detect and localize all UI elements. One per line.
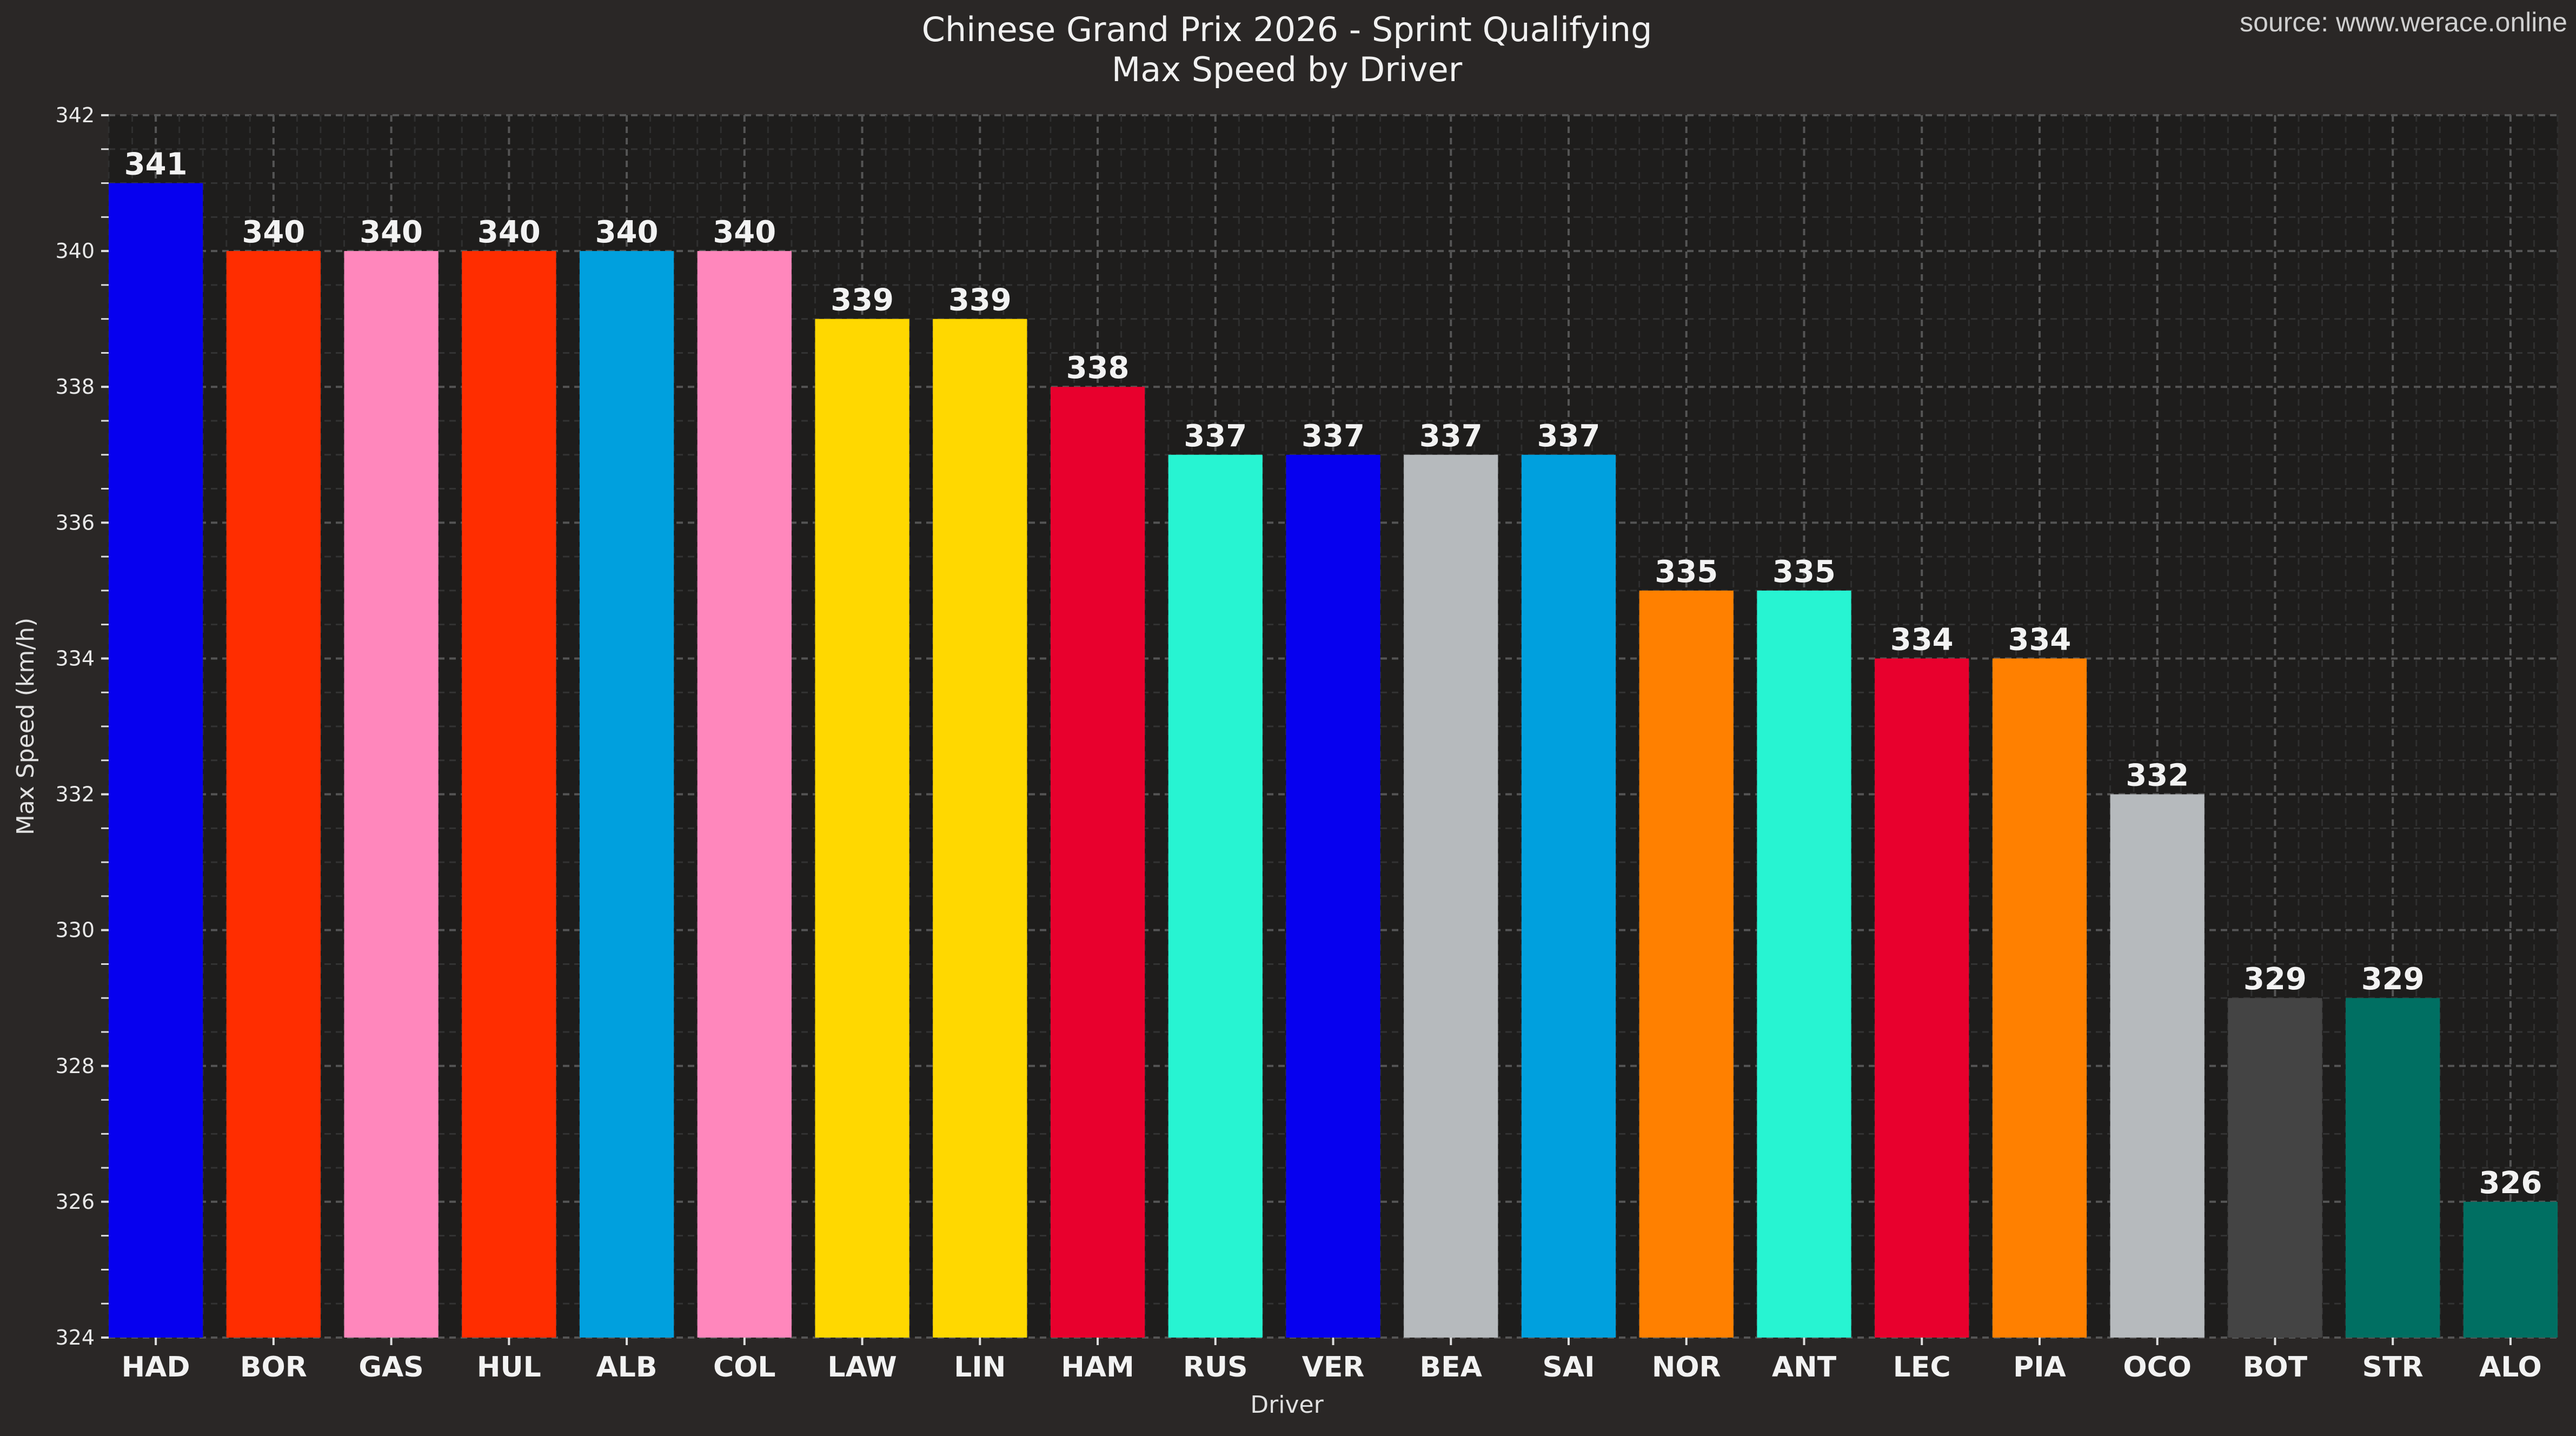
chart-subtitle: Max Speed by Driver	[1112, 50, 1463, 89]
y-axis-label: Max Speed (km/h)	[12, 618, 39, 835]
bar-ham	[1050, 387, 1145, 1338]
y-tick-label: 330	[55, 918, 95, 942]
data-label-nor: 335	[1655, 554, 1718, 590]
x-tick-label-oco: OCO	[2123, 1351, 2192, 1384]
x-tick-label-ham: HAM	[1061, 1351, 1134, 1384]
x-tick-label-bor: BOR	[240, 1351, 307, 1384]
chart-title: Chinese Grand Prix 2026 - Sprint Qualify…	[922, 10, 1652, 49]
bar-hul	[462, 251, 556, 1338]
source-note: source: www.werace.online	[2240, 7, 2567, 37]
bar-ver	[1286, 454, 1380, 1338]
data-label-had: 341	[124, 147, 188, 182]
data-label-lec: 334	[1890, 622, 1954, 657]
x-tick-label-bot: BOT	[2243, 1351, 2308, 1384]
data-label-ant: 335	[1772, 554, 1836, 590]
x-tick-label-had: HAD	[122, 1351, 190, 1384]
data-label-lin: 339	[948, 283, 1012, 318]
x-tick-label-rus: RUS	[1183, 1351, 1248, 1384]
x-tick-label-pia: PIA	[2013, 1351, 2066, 1384]
data-label-oco: 332	[2126, 758, 2189, 793]
bar-bea	[1404, 454, 1498, 1338]
bar-ant	[1757, 590, 1851, 1338]
y-tick-label: 334	[55, 646, 95, 670]
data-label-str: 329	[2361, 962, 2425, 997]
bar-sai	[1521, 454, 1616, 1338]
x-tick-label-hul: HUL	[477, 1351, 541, 1384]
bar-rus	[1168, 454, 1263, 1338]
bar-pia	[1992, 658, 2087, 1338]
x-tick-label-alo: ALO	[2479, 1351, 2542, 1384]
data-label-gas: 340	[360, 215, 423, 250]
bar-oco	[2110, 794, 2205, 1338]
y-tick-label: 340	[55, 239, 95, 263]
x-tick-label-ver: VER	[1302, 1351, 1365, 1384]
bar-bot	[2228, 998, 2322, 1338]
bar-alb	[579, 251, 674, 1338]
y-axis: 324 326 328 330 332 334 336 338 340 342	[55, 103, 109, 1349]
x-tick-label-sai: SAI	[1542, 1351, 1595, 1384]
data-label-bor: 340	[242, 215, 305, 250]
data-label-col: 340	[713, 215, 776, 250]
y-tick-label: 336	[55, 511, 95, 534]
y-tick-label: 328	[55, 1054, 95, 1078]
data-label-ham: 338	[1066, 350, 1130, 386]
bar-law	[815, 319, 909, 1338]
data-label-bot: 329	[2243, 962, 2307, 997]
x-tick-label-lin: LIN	[954, 1351, 1006, 1384]
x-tick-label-alb: ALB	[596, 1351, 658, 1384]
bar-lec	[1875, 658, 1969, 1338]
x-tick-label-gas: GAS	[358, 1351, 423, 1384]
bar-nor	[1639, 590, 1734, 1338]
bar-lin	[933, 319, 1027, 1338]
data-label-law: 339	[831, 283, 894, 318]
data-label-hul: 340	[477, 215, 541, 250]
bar-gas	[344, 251, 439, 1338]
y-tick-label: 338	[55, 375, 95, 399]
data-label-pia: 334	[2008, 622, 2071, 657]
data-label-alo: 326	[2479, 1166, 2542, 1201]
x-tick-label-col: COL	[713, 1351, 776, 1384]
data-label-bea: 337	[1419, 419, 1483, 454]
y-tick-label: 326	[55, 1190, 95, 1214]
data-labels: 341 340 340 340 340 340 339 339 338 337 337 337 337 3…	[124, 147, 2542, 1201]
bar-bor	[226, 251, 321, 1338]
bar-col	[697, 251, 792, 1338]
x-axis-label: Driver	[1250, 1391, 1324, 1419]
x-axis: HAD BOR GAS HUL ALB COL LAW LIN HAM RUS VER BEA SAI N…	[122, 1338, 2542, 1384]
bars	[109, 183, 2558, 1338]
x-tick-label-bea: BEA	[1420, 1351, 1482, 1384]
data-label-alb: 340	[595, 215, 659, 250]
x-tick-label-lec: LEC	[1893, 1351, 1951, 1384]
x-tick-label-nor: NOR	[1652, 1351, 1721, 1384]
bar-alo	[2463, 1201, 2558, 1338]
y-tick-label: 342	[55, 103, 95, 127]
bar-str	[2346, 998, 2440, 1338]
x-tick-label-law: LAW	[827, 1351, 897, 1384]
data-label-rus: 337	[1184, 419, 1247, 454]
x-tick-label-str: STR	[2362, 1351, 2424, 1384]
data-label-sai: 337	[1537, 419, 1601, 454]
y-tick-label: 332	[55, 783, 95, 806]
y-tick-label: 324	[55, 1326, 95, 1349]
bar-had	[109, 183, 203, 1338]
x-tick-label-ant: ANT	[1772, 1351, 1837, 1384]
data-label-ver: 337	[1302, 419, 1365, 454]
